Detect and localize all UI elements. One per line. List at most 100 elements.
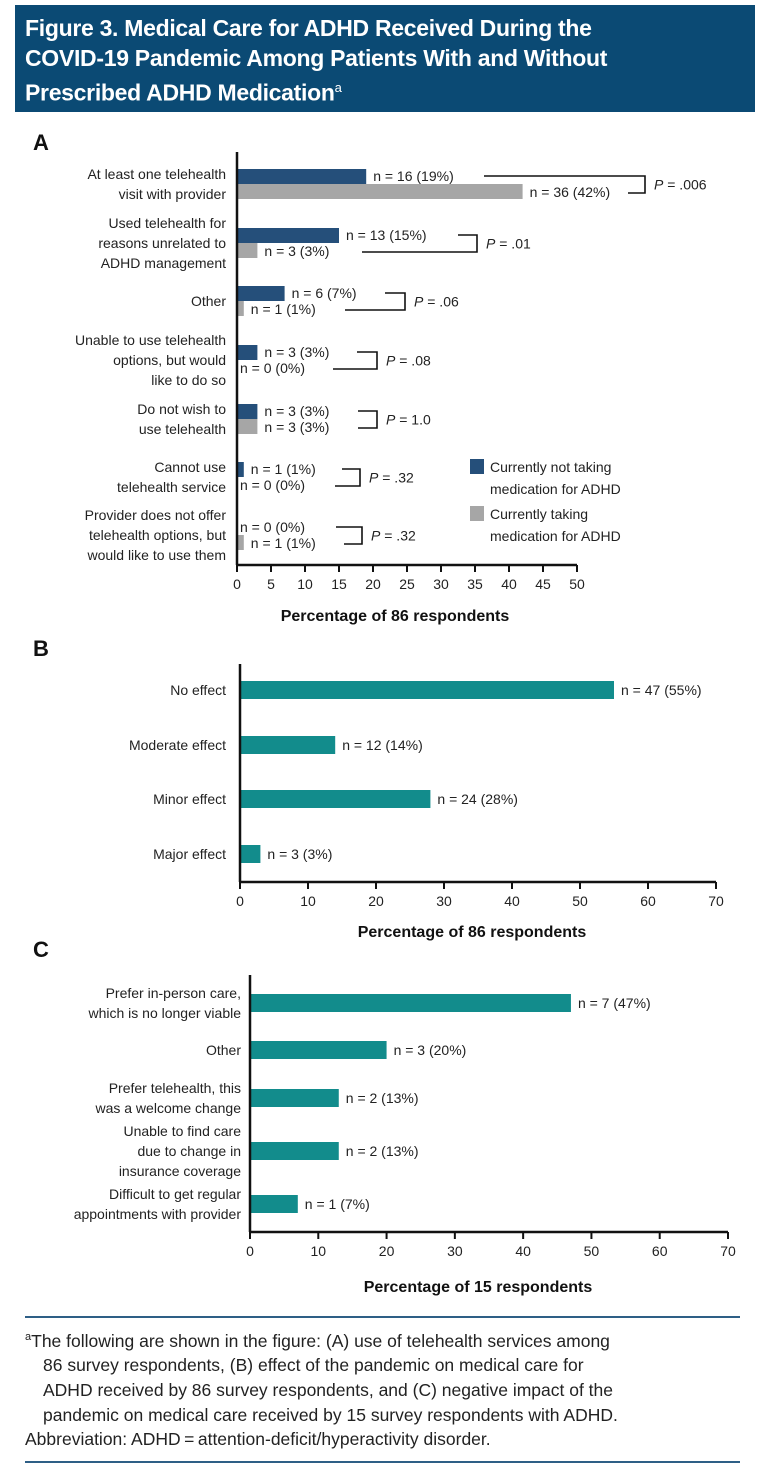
category-label: Unable to use telehealth: [75, 332, 226, 348]
p-value-label: P = .08: [386, 353, 431, 369]
bar-value-label: n = 3 (3%): [264, 344, 329, 360]
footnote: aThe following are shown in the figure: …: [25, 1316, 740, 1463]
bar-taking: [237, 184, 523, 199]
bar-value-label: n = 3 (3%): [264, 403, 329, 419]
category-label: Difficult to get regular: [109, 1186, 241, 1202]
bar: [250, 1142, 339, 1160]
p-value: = .006: [663, 177, 706, 193]
category-label: due to change in: [137, 1143, 241, 1159]
figure-title-line: Prescribed ADHD Medicationa: [25, 73, 745, 108]
category-label: Cannot use: [154, 459, 226, 475]
x-tick-label: 40: [504, 893, 520, 909]
x-tick-label: 20: [368, 893, 384, 909]
p-value: = .32: [380, 528, 416, 544]
bar-value-label: n = 0 (0%): [240, 360, 305, 376]
bar-value-label: n = 3 (3%): [264, 243, 329, 259]
legend-label: medication for ADHD: [490, 528, 621, 544]
category-label: ADHD management: [101, 255, 226, 271]
x-tick-label: 10: [310, 1243, 326, 1259]
p-value-label: P = .32: [371, 528, 416, 544]
footnote-abbreviation: Abbreviation: ADHD = attention-deficit/h…: [25, 1429, 491, 1450]
category-label: No effect: [170, 682, 226, 698]
x-tick-label: 5: [267, 576, 275, 592]
figure-title-line: COVID-19 Pandemic Among Patients With an…: [25, 44, 608, 71]
p-symbol: P: [654, 177, 664, 193]
bar-not-taking: [237, 286, 285, 301]
category-label: Other: [191, 293, 226, 309]
bar-not-taking: [237, 345, 258, 360]
x-tick-label: 20: [365, 576, 381, 592]
p-symbol: P: [386, 353, 396, 369]
x-tick-label: 45: [535, 576, 551, 592]
x-tick-label: 30: [447, 1243, 463, 1259]
category-label: Prefer in-person care,: [106, 985, 241, 1001]
category-label: appointments with provider: [74, 1206, 242, 1222]
x-tick-label: 10: [300, 893, 316, 909]
x-tick-label: 0: [236, 893, 244, 909]
bar-value-label: n = 36 (42%): [530, 184, 611, 200]
significance-bracket: [484, 175, 646, 194]
p-symbol: P: [371, 528, 381, 544]
x-tick-label: 60: [640, 893, 656, 909]
footnote-line: 86 survey respondents, (B) effect of the…: [43, 1355, 584, 1376]
legend-label: Currently taking: [490, 506, 588, 522]
x-axis-title: Percentage of 86 respondents: [358, 924, 587, 941]
category-label: telehealth service: [117, 479, 226, 495]
category-label: would like to use them: [86, 547, 226, 563]
legend-label: Currently not taking: [490, 459, 611, 475]
panel-label: C: [33, 937, 49, 962]
bar-not-taking: [237, 228, 339, 243]
bar-value-label: n = 2 (13%): [346, 1090, 419, 1106]
bar-value-label: n = 12 (14%): [342, 737, 423, 753]
p-symbol: P: [369, 470, 379, 486]
footnote-marker: a: [334, 80, 342, 95]
footnote-text: The following are shown in the figure: (…: [31, 1330, 610, 1351]
category-label: telehealth options, but: [89, 527, 226, 543]
x-tick-label: 40: [515, 1243, 531, 1259]
bar-value-label: n = 3 (20%): [394, 1042, 467, 1058]
p-symbol: P: [414, 294, 424, 310]
panel-label: B: [33, 636, 49, 661]
significance-bracket: [345, 292, 406, 311]
category-label: which is no longer viable: [87, 1005, 241, 1021]
legend-swatch: [470, 506, 484, 521]
footnote-line: aThe following are shown in the figure: …: [25, 1325, 740, 1353]
significance-bracket: [358, 410, 378, 429]
bar-value-label: n = 1 (1%): [251, 535, 316, 551]
bar-value-label: n = 47 (55%): [621, 682, 702, 698]
bar: [240, 736, 336, 754]
x-tick-label: 30: [433, 576, 449, 592]
bar: [250, 1089, 339, 1107]
x-axis-title: Percentage of 15 respondents: [364, 1279, 593, 1296]
p-value-label: P = .06: [414, 294, 459, 310]
bar-value-label: n = 13 (15%): [346, 227, 427, 243]
category-label: Provider does not offer: [85, 507, 227, 523]
x-tick-label: 60: [652, 1243, 668, 1259]
bar-value-label: n = 24 (28%): [437, 791, 518, 807]
significance-bracket: [362, 234, 478, 253]
bar: [250, 994, 571, 1012]
category-label: was a welcome change: [94, 1100, 241, 1116]
category-label: Other: [206, 1042, 241, 1058]
bar-value-label: n = 0 (0%): [240, 477, 305, 493]
p-value-label: P = .32: [369, 470, 414, 486]
figure-charts: At least one telehealth visit with provid…: [33, 130, 736, 1296]
x-tick-label: 20: [379, 1243, 395, 1259]
category-label: Prefer telehealth, this: [109, 1080, 241, 1096]
x-tick-label: 35: [467, 576, 483, 592]
panel-label: A: [33, 130, 49, 155]
bar: [240, 790, 431, 808]
p-value-label: P = 1.0: [386, 412, 431, 428]
category-label: Moderate effect: [129, 737, 226, 753]
bar-value-label: n = 7 (47%): [578, 995, 651, 1011]
p-value-label: P = .006: [654, 177, 707, 193]
x-tick-label: 50: [572, 893, 588, 909]
bar-value-label: n = 3 (3%): [267, 846, 332, 862]
significance-bracket: [333, 351, 378, 370]
bar-value-label: n = 0 (0%): [240, 519, 305, 535]
category-label: Do not wish to: [137, 401, 226, 417]
category-label: Minor effect: [153, 791, 226, 807]
figure-title-banner: Figure 3. Medical Care for ADHD Received…: [15, 5, 755, 112]
category-label: like to do so: [151, 372, 226, 388]
x-tick-label: 25: [399, 576, 415, 592]
